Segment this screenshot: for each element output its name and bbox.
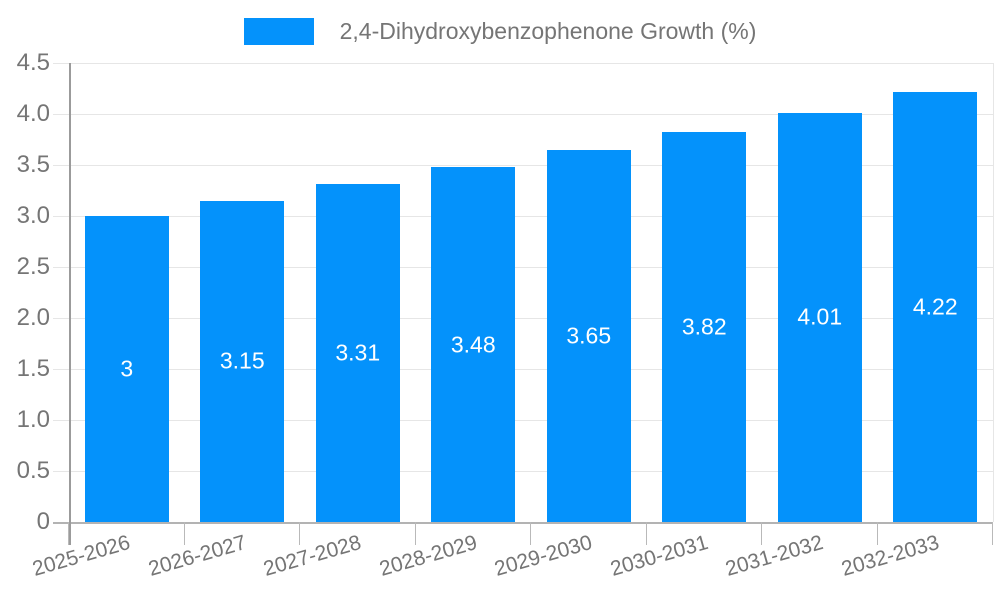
bar-value-label: 3.15 (219, 347, 265, 374)
y-tick (53, 215, 69, 217)
y-tick-label: 4.5 (16, 49, 50, 76)
gridline (69, 368, 993, 370)
x-tick-label-text: 2025-2026 (30, 531, 134, 581)
x-axis-labels: 2025-2026 2026-2027 2027-2028 2028-2029 2029… (30, 531, 993, 600)
y-tick (53, 114, 69, 115)
bar-value-label: 3.31 (335, 339, 381, 366)
y-axis-labels: 0 0.5 1.0 1.5 2.0 2.5 3.0 3.5 4.0 4.5 (0, 51, 50, 534)
bar-value-label: 3.48 (450, 331, 496, 358)
x-tick (530, 522, 531, 545)
bar-value-label: 3.82 (681, 313, 727, 340)
bar-value-label: 4.01 (797, 303, 843, 330)
legend-swatch-icon (243, 17, 314, 45)
plot-area: 3 3.15 3.31 3.48 3.65 3.82 4.01 4.22 (69, 63, 994, 545)
y-tick (53, 267, 69, 268)
bars: 3 3.15 3.31 3.48 3.65 3.82 4.01 4.22 (69, 63, 993, 522)
bar[interactable]: 3.65 (546, 149, 631, 522)
y-axis-line (69, 63, 71, 545)
x-tick (761, 522, 762, 545)
x-tick-label-text: 2028-2029 (376, 531, 480, 581)
bar-value-label: 3 (120, 355, 134, 382)
y-tick-label: 2.0 (16, 304, 50, 331)
legend[interactable]: 2,4-Dihydroxybenzophenone Growth (%) (0, 15, 1000, 47)
bar[interactable]: 3 (84, 216, 169, 522)
bar-value-label: 3.65 (566, 322, 612, 349)
gridline (69, 215, 993, 217)
y-tick-label: 3.0 (16, 201, 50, 229)
x-tick-label-text: 2030-2031 (607, 531, 711, 581)
x-tick-label-text: 2032-2033 (838, 531, 942, 581)
y-tick (53, 165, 69, 166)
y-tick-label: 2.5 (16, 253, 50, 280)
bar[interactable]: 3.48 (431, 167, 516, 522)
gridline (69, 522, 993, 524)
x-tick-label-text: 2031-2032 (723, 531, 827, 581)
x-tick (414, 522, 416, 545)
bar[interactable]: 3.31 (315, 184, 400, 522)
y-tick (53, 368, 69, 370)
y-tick-label: 1.0 (16, 406, 50, 433)
gridline (69, 318, 993, 319)
x-tick (68, 522, 69, 545)
y-tick-label: 0 (36, 508, 50, 535)
y-tick (53, 522, 69, 524)
legend-label: 2,4-Dihydroxybenzophenone Growth (%) (339, 17, 757, 44)
y-tick-label: 1.5 (16, 354, 50, 382)
x-tick (992, 522, 993, 545)
x-tick-label-text: 2027-2028 (261, 531, 365, 581)
bar[interactable]: 3.15 (200, 200, 285, 522)
x-tick (299, 522, 300, 545)
x-tick-label-text: 2029-2030 (492, 531, 596, 581)
y-tick (53, 471, 69, 472)
x-axis-ticks (68, 522, 993, 545)
gridline (69, 165, 993, 166)
bar-value-label: 4.22 (912, 293, 958, 320)
y-axis-ticks (53, 63, 69, 524)
gridline (69, 471, 993, 472)
y-tick-label: 0.5 (16, 457, 50, 484)
y-tick-label: 3.5 (16, 151, 50, 178)
bar[interactable]: 4.01 (777, 112, 862, 522)
y-tick (53, 63, 69, 64)
bar[interactable]: 4.22 (893, 91, 978, 522)
gridline (69, 114, 993, 115)
x-tick-label-text: 2026-2027 (145, 531, 249, 581)
gridline (69, 267, 993, 268)
bar[interactable]: 3.82 (662, 132, 747, 522)
x-tick (876, 522, 878, 545)
x-tick (183, 522, 185, 545)
y-tick-label: 4.0 (16, 100, 50, 127)
y-tick (53, 318, 69, 319)
x-tick (645, 522, 647, 545)
y-tick (53, 420, 69, 421)
gridline (69, 420, 993, 421)
gridline (69, 63, 993, 64)
